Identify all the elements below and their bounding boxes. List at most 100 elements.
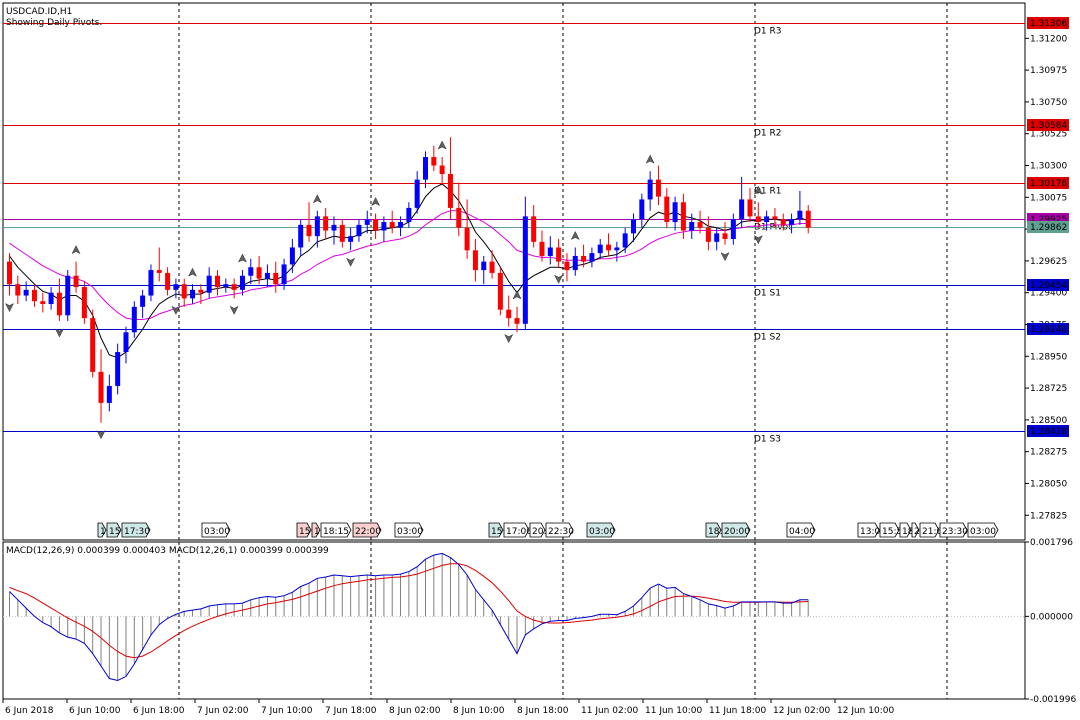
price-axis-label: 1.31200	[1030, 34, 1067, 44]
session-box: 13:0	[857, 522, 880, 538]
time-axis-label: 12 Jun 02:00	[773, 706, 830, 716]
session-box-outline	[311, 522, 321, 538]
candle	[789, 213, 795, 234]
session-box-label: 04:00	[789, 527, 815, 537]
candle-body	[655, 179, 661, 197]
candle	[256, 255, 262, 285]
pivot-label: D1 S1	[754, 289, 781, 299]
candle	[190, 284, 196, 305]
candle-body	[514, 318, 520, 324]
session-box-label: 2	[914, 527, 920, 537]
candle	[764, 210, 770, 231]
candle	[65, 270, 71, 321]
candle	[123, 326, 129, 364]
candle-body	[81, 287, 87, 319]
candle	[697, 210, 703, 234]
candlesticks	[7, 137, 811, 423]
price-axis-label: 1.30750	[1030, 98, 1067, 108]
candle-body	[489, 261, 495, 273]
candle	[115, 343, 121, 395]
current-price-tag-bg	[1027, 221, 1069, 233]
session-box: 15:	[488, 522, 505, 538]
fractal-high-marker	[512, 290, 522, 300]
session-box: 03:00	[201, 522, 231, 538]
candle	[223, 278, 229, 293]
session-box-outline	[939, 522, 968, 538]
candle	[215, 270, 220, 296]
fractal-low-marker	[554, 274, 564, 284]
pivot-price-tag-label: 1.31306	[1030, 19, 1067, 29]
candle	[522, 196, 528, 330]
candle	[181, 278, 187, 307]
price-axis-label: 1.27825	[1030, 511, 1067, 521]
candle	[98, 349, 104, 423]
session-box: 21:0	[919, 522, 942, 538]
session-box-outline	[201, 522, 231, 538]
price-axis-label: 1.28725	[1030, 384, 1067, 394]
fractal-low-marker	[753, 235, 763, 245]
candle-body	[647, 179, 653, 200]
candle	[780, 213, 786, 231]
candle-body	[381, 222, 387, 231]
candle-body	[664, 196, 670, 223]
candle	[572, 247, 578, 276]
pivot-price-tag-bg	[1027, 323, 1069, 335]
time-axis-label: 7 Jun 18:00	[325, 706, 377, 716]
candle	[131, 301, 137, 338]
price-axis-label: 1.28275	[1030, 448, 1067, 458]
macd-histogram	[9, 553, 809, 681]
candle-body	[564, 261, 570, 271]
candle-body	[48, 292, 54, 305]
candle	[90, 309, 96, 378]
candle-body	[739, 199, 745, 220]
pivot-price-tag-bg	[1027, 119, 1069, 131]
candle-body	[497, 272, 503, 310]
candle	[739, 176, 745, 228]
candle-body	[289, 247, 295, 265]
candle-body	[206, 275, 212, 293]
candle-body	[431, 157, 437, 166]
candle-body	[15, 284, 21, 296]
price-tags: 1.31306 1.30584 1.30176 1.29925 1.29454 1.291…	[1027, 17, 1069, 437]
candle	[40, 292, 46, 313]
fractal-high-marker	[371, 197, 381, 207]
macd-panel[interactable]: MACD(12,26,9) 0.000399 0.000403 MACD(12,…	[2, 541, 1026, 700]
time-axis-label: 11 Jun 02:00	[581, 706, 638, 716]
candle	[73, 261, 79, 293]
pivot-price-tag-label: 1.30176	[1030, 179, 1067, 189]
session-box-label: 20:00	[724, 527, 750, 537]
candle	[755, 202, 761, 228]
session-box: 17:30	[121, 522, 151, 538]
pivot-price-tag-bg	[1027, 425, 1069, 437]
symbol-title: USDCAD.ID,H1	[6, 7, 72, 17]
candle	[364, 210, 370, 234]
candle-body	[198, 289, 204, 293]
candle-body	[755, 216, 761, 223]
candle-body	[547, 247, 553, 256]
session-box-outline	[879, 522, 900, 538]
candle	[680, 193, 686, 239]
session-box: 23:30	[939, 522, 968, 538]
candle	[314, 210, 320, 248]
session-box-label: 18:15	[323, 527, 349, 537]
candle	[239, 270, 245, 296]
pivot-label: D1 R3	[754, 27, 782, 37]
candle-body	[131, 306, 137, 333]
time-axis-label: 6 Jun 10:00	[69, 706, 121, 716]
time-axis-label: 8 Jun 10:00	[453, 706, 505, 716]
candle	[647, 171, 653, 211]
candle	[506, 295, 512, 327]
candle	[273, 261, 279, 293]
price-axis-label: 1.30300	[1030, 162, 1067, 172]
fractal-low-marker	[720, 252, 730, 262]
candle	[389, 210, 395, 234]
session-box: 1	[97, 522, 107, 538]
time-axis-label: 8 Jun 18:00	[517, 706, 569, 716]
candle-body	[789, 219, 795, 225]
candle-body	[472, 250, 478, 271]
fractal-low-marker	[171, 305, 181, 315]
price-axis-label: 1.28050	[1030, 479, 1067, 489]
candle-body	[56, 292, 62, 316]
